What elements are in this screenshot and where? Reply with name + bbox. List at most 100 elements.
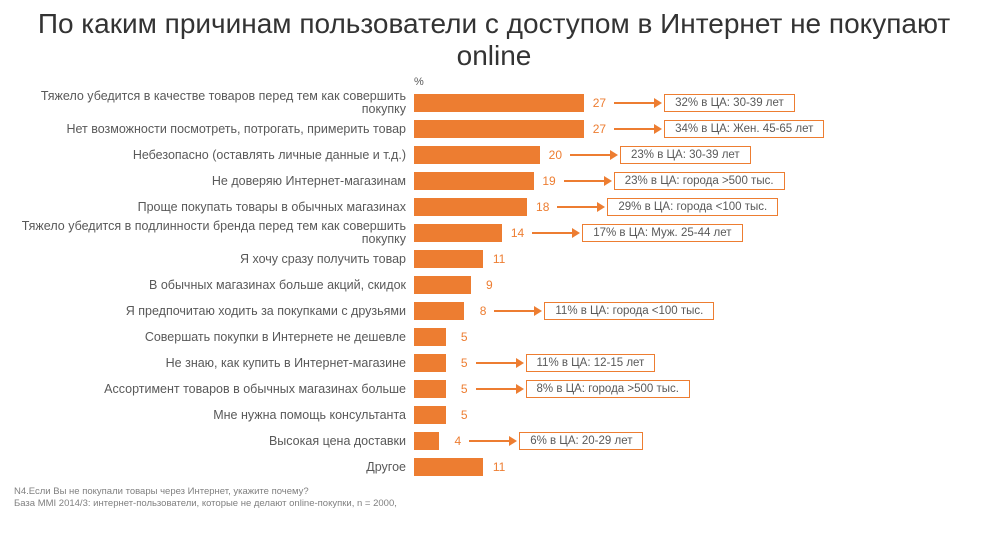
chart-row: Нет возможности посмотреть, потрогать, п… [14, 116, 974, 142]
bar-area: 19 23% в ЦА: города >500 тыс. [414, 168, 974, 194]
bar-area: 5 8% в ЦА: города >500 тыс. [414, 376, 974, 402]
bar-label: Проще покупать товары в обычных магазина… [14, 201, 414, 214]
arrow-icon [614, 128, 654, 130]
bar-value: 4 [455, 434, 462, 448]
bar-value: 27 [593, 96, 606, 110]
chart-row: Не доверяю Интернет-магазинам1923% в ЦА:… [14, 168, 974, 194]
bar-label: Тяжело убедится в качестве товаров перед… [14, 90, 414, 116]
arrow-icon [469, 440, 509, 442]
bar: 4 [414, 432, 439, 450]
bar-value: 20 [549, 148, 562, 162]
annotation-box: 32% в ЦА: 30-39 лет [664, 94, 795, 112]
bar-area: 11 [414, 454, 974, 480]
chart-row: Небезопасно (оставлять личные данные и т… [14, 142, 974, 168]
chart-row: Высокая цена доставки46% в ЦА: 20-29 лет [14, 428, 974, 454]
bar: 9 [414, 276, 471, 294]
chart-row: Тяжело убедится в подлинности бренда пер… [14, 220, 974, 246]
bar-area: 5 11% в ЦА: 12-15 лет [414, 350, 974, 376]
bar-label: Высокая цена доставки [14, 435, 414, 448]
footnote-line: N4.Если Вы не покупали товары через Инте… [14, 486, 974, 497]
chart-row: Другое 11 [14, 454, 974, 480]
chart-row: Я хочу сразу получить товар11 [14, 246, 974, 272]
bar: 14 [414, 224, 502, 242]
annotation-box: 8% в ЦА: города >500 тыс. [526, 380, 690, 398]
bar: 5 [414, 406, 446, 424]
bar-label: Не знаю, как купить в Интернет-магазине [14, 357, 414, 370]
bar-label: В обычных магазинах больше акций, скидок [14, 279, 414, 292]
chart-row: Совершать покупки в Интернете не дешевле… [14, 324, 974, 350]
bar-label: Я предпочитаю ходить за покупками с друз… [14, 305, 414, 318]
bar: 11 [414, 250, 483, 268]
arrow-icon [494, 310, 534, 312]
bar-label: Нет возможности посмотреть, потрогать, п… [14, 123, 414, 136]
bar: 19 [414, 172, 534, 190]
arrow-icon [476, 362, 516, 364]
footnote: N4.Если Вы не покупали товары через Инте… [14, 486, 974, 509]
arrow-icon [476, 388, 516, 390]
chart-row: Ассортимент товаров в обычных магазинах … [14, 376, 974, 402]
annotation-box: 23% в ЦА: города >500 тыс. [614, 172, 785, 190]
chart-row: Проще покупать товары в обычных магазина… [14, 194, 974, 220]
bar-value: 18 [536, 200, 549, 214]
bar-chart: Тяжело убедится в качестве товаров перед… [14, 90, 974, 480]
bar-value: 11 [493, 460, 505, 474]
arrow-icon [564, 180, 604, 182]
bar-value: 5 [461, 408, 468, 422]
bar: 18 [414, 198, 527, 216]
arrow-icon [570, 154, 610, 156]
bar-label: Мне нужна помощь консультанта [14, 409, 414, 422]
bar-value: 5 [461, 382, 468, 396]
bar: 20 [414, 146, 540, 164]
percent-axis-label: % [414, 76, 974, 88]
bar: 8 [414, 302, 464, 320]
bar-area: 27 34% в ЦА: Жен. 45-65 лет [414, 116, 974, 142]
bar-area: 9 [414, 272, 974, 298]
chart-title: По каким причинам пользователи с доступо… [14, 8, 974, 72]
annotation-box: 17% в ЦА: Муж. 25-44 лет [582, 224, 742, 242]
bar: 27 [414, 120, 584, 138]
bar-value: 14 [511, 226, 524, 240]
bar-label: Ассортимент товаров в обычных магазинах … [14, 383, 414, 396]
arrow-icon [557, 206, 597, 208]
arrow-icon [532, 232, 572, 234]
bar-area: 8 11% в ЦА: города <100 тыс. [414, 298, 974, 324]
bar-value: 11 [493, 252, 505, 266]
bar: 27 [414, 94, 584, 112]
annotation-box: 29% в ЦА: города <100 тыс. [607, 198, 778, 216]
chart-row: Я предпочитаю ходить за покупками с друз… [14, 298, 974, 324]
annotation-box: 34% в ЦА: Жен. 45-65 лет [664, 120, 824, 138]
annotation-box: 23% в ЦА: 30-39 лет [620, 146, 751, 164]
bar-value: 9 [486, 278, 493, 292]
bar-label: Другое [14, 461, 414, 474]
annotation-box: 11% в ЦА: 12-15 лет [526, 354, 656, 372]
chart-row: Не знаю, как купить в Интернет-магазине5… [14, 350, 974, 376]
bar-value: 19 [542, 174, 555, 188]
bar-area: 5 [414, 324, 974, 350]
bar-label: Совершать покупки в Интернете не дешевле [14, 331, 414, 344]
bar-value: 27 [593, 122, 606, 136]
chart-row: Мне нужна помощь консультанта5 [14, 402, 974, 428]
bar-area: 20 23% в ЦА: 30-39 лет [414, 142, 974, 168]
bar-area: 4 6% в ЦА: 20-29 лет [414, 428, 974, 454]
bar-value: 8 [480, 304, 487, 318]
bar: 5 [414, 380, 446, 398]
bar-area: 27 32% в ЦА: 30-39 лет [414, 90, 974, 116]
bar-label: Небезопасно (оставлять личные данные и т… [14, 149, 414, 162]
bar-label: Тяжело убедится в подлинности бренда пер… [14, 220, 414, 246]
bar-value: 5 [461, 356, 468, 370]
arrow-icon [614, 102, 654, 104]
bar: 5 [414, 354, 446, 372]
annotation-box: 11% в ЦА: города <100 тыс. [544, 302, 714, 320]
bar-value: 5 [461, 330, 468, 344]
bar-label: Я хочу сразу получить товар [14, 253, 414, 266]
bar: 5 [414, 328, 446, 346]
chart-row: Тяжело убедится в качестве товаров перед… [14, 90, 974, 116]
chart-row: В обычных магазинах больше акций, скидок… [14, 272, 974, 298]
bar-area: 14 17% в ЦА: Муж. 25-44 лет [414, 220, 974, 246]
bar-area: 18 29% в ЦА: города <100 тыс. [414, 194, 974, 220]
bar-area: 5 [414, 402, 974, 428]
annotation-box: 6% в ЦА: 20-29 лет [519, 432, 643, 450]
footnote-line: База MMI 2014/3: интернет-пользователи, … [14, 498, 974, 509]
bar-area: 11 [414, 246, 974, 272]
bar-label: Не доверяю Интернет-магазинам [14, 175, 414, 188]
